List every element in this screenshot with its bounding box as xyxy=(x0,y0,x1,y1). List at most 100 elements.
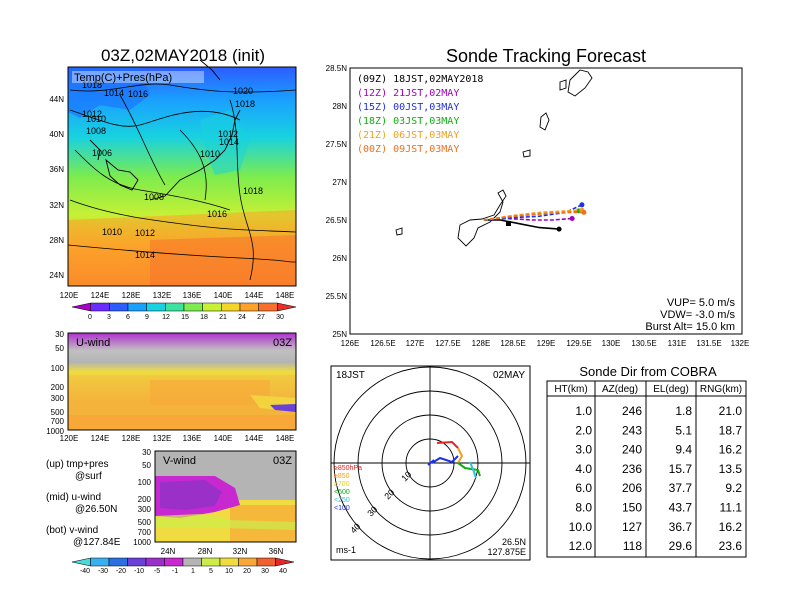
pressure-tick-label: 200 xyxy=(138,495,152,504)
table-cell: 15.7 xyxy=(669,462,693,476)
landing-point xyxy=(569,215,575,221)
isobar-label: 1008 xyxy=(144,192,164,202)
tracking-legend-entry: (00Z) 09JST,03MAY xyxy=(357,144,459,155)
hodograph-trace xyxy=(427,440,481,479)
table-cell: 246 xyxy=(622,404,642,418)
colorbar-swatch xyxy=(202,302,222,312)
table-cell: 16.2 xyxy=(719,520,743,534)
polar-lat-label: 26.5N xyxy=(502,537,526,547)
landing-point xyxy=(556,226,562,232)
colorbar-swatch xyxy=(165,302,185,312)
lat-tick-label: 36N xyxy=(49,165,64,174)
isobar-label: 1010 xyxy=(102,227,122,237)
coastline-islands xyxy=(395,69,593,247)
isobar-label: 1008 xyxy=(86,126,106,136)
level-legend: ≥850hPa ≥850 ≥700 <500 <250 <100 xyxy=(334,465,362,512)
table-cell: 8.0 xyxy=(575,501,592,515)
pressure-tick-label: 200 xyxy=(51,383,65,392)
lon-tick-label: 132E xyxy=(153,291,172,300)
table-cell: 1.8 xyxy=(675,404,692,418)
table-cell: 6.0 xyxy=(575,481,592,495)
temperature-colorbar xyxy=(71,302,297,312)
level-legend-entry: <500 xyxy=(334,489,350,496)
pressure-tick-label: 300 xyxy=(51,394,65,403)
table-cell: 13.5 xyxy=(719,462,743,476)
colorbar-label: 40 xyxy=(279,568,287,575)
launch-site-marker xyxy=(506,221,511,226)
table-cell: 118 xyxy=(623,539,642,553)
pressure-tick-label: 30 xyxy=(142,448,151,457)
lon-tick-label: 120E xyxy=(60,291,79,300)
lat-tick-label: 28N xyxy=(49,236,64,245)
lon-tick-label: 131.5E xyxy=(696,339,721,348)
lon-tick-label: 120E xyxy=(60,434,79,443)
colorbar-label: 20 xyxy=(243,568,251,575)
table-cell: 10.0 xyxy=(569,520,593,534)
table-cell: 12.0 xyxy=(569,539,593,553)
lon-tick-label: 136E xyxy=(183,291,202,300)
table-title: Sonde Dir from COBRA xyxy=(579,364,717,379)
colorbar-label: -10 xyxy=(134,568,144,575)
lat-tick-label: 44N xyxy=(49,95,64,104)
tracking-legend-entry: (21Z) 06JST,03MAY xyxy=(357,130,459,141)
pressure-tick-label: 50 xyxy=(55,344,64,353)
isobar-label: 1018 xyxy=(235,99,255,109)
pressure-tick-label: 100 xyxy=(51,364,65,373)
table-cell: 243 xyxy=(622,423,642,437)
isobar-label: 1010 xyxy=(86,114,106,124)
lat-tick-label: 24N xyxy=(161,547,176,556)
colorbar-label: -30 xyxy=(98,568,108,575)
lat-tick-label: 25.5N xyxy=(326,292,348,301)
colorbar-swatch xyxy=(127,557,147,567)
lon-tick-label: 126E xyxy=(341,339,360,348)
colorbar-swatch xyxy=(146,302,166,312)
lon-tick-label: 124E xyxy=(91,434,110,443)
colorbar-label: 6 xyxy=(126,314,130,321)
descent-velocity: VDW= -3.0 m/s xyxy=(660,309,735,321)
lon-tick-label: 144E xyxy=(245,291,264,300)
pressure-tick-label: 500 xyxy=(138,518,152,527)
colorbar-label: -40 xyxy=(80,568,90,575)
table-cell: 5.1 xyxy=(675,423,692,437)
pressure-tick-label: 700 xyxy=(51,417,65,426)
table-cell: 37.7 xyxy=(669,481,693,495)
table-header-cell: HT(km) xyxy=(554,384,587,395)
lat-tick-label: 26N xyxy=(332,254,347,263)
table-cell: 43.7 xyxy=(669,501,693,515)
polar-unit-label: ms-1 xyxy=(336,545,356,555)
colorbar-swatch xyxy=(71,557,91,567)
table-cell: 150 xyxy=(622,501,642,515)
table-cell: 18.7 xyxy=(719,423,743,437)
landing-point xyxy=(579,202,585,208)
colorbar-label: 27 xyxy=(257,314,265,321)
legend-line: (bot) v-wind xyxy=(46,525,98,536)
v-wind-lat-axis: 24N 28N 32N 36N xyxy=(161,547,284,556)
colorbar-label: 10 xyxy=(225,568,233,575)
colorbar-swatch xyxy=(275,557,295,567)
table-cell: 236 xyxy=(622,462,642,476)
colorbar-swatch xyxy=(277,302,297,312)
lon-tick-label: 144E xyxy=(245,434,264,443)
table-cell: 11.1 xyxy=(720,501,743,515)
lon-tick-label: 140E xyxy=(214,434,233,443)
polar-date-label: 02MAY xyxy=(493,370,525,381)
colorbar-swatch xyxy=(127,302,147,312)
colorbar-label: 18 xyxy=(200,314,208,321)
isobar-label: 1012 xyxy=(218,129,238,139)
polar-time-label: 18JST xyxy=(336,370,365,381)
colorbar-swatch xyxy=(71,302,91,312)
colorbar-swatch xyxy=(90,302,110,312)
polar-lon-label: 127.875E xyxy=(487,547,526,557)
pressure-tick-label: 50 xyxy=(142,461,151,470)
table-cell: 36.7 xyxy=(669,520,693,534)
lat-tick-label: 27N xyxy=(332,178,347,187)
isobar-label: 1014 xyxy=(135,250,155,260)
colorbar-label: 21 xyxy=(219,314,227,321)
table-cell: 2.0 xyxy=(575,423,592,437)
lat-tick-label: 36N xyxy=(269,547,284,556)
lon-tick-label: 131E xyxy=(668,339,687,348)
pressure-tick-label: 30 xyxy=(55,330,64,339)
table-cell: 21.0 xyxy=(719,404,743,418)
tracking-legend-entry: (15Z) 00JST,03MAY xyxy=(357,102,459,113)
